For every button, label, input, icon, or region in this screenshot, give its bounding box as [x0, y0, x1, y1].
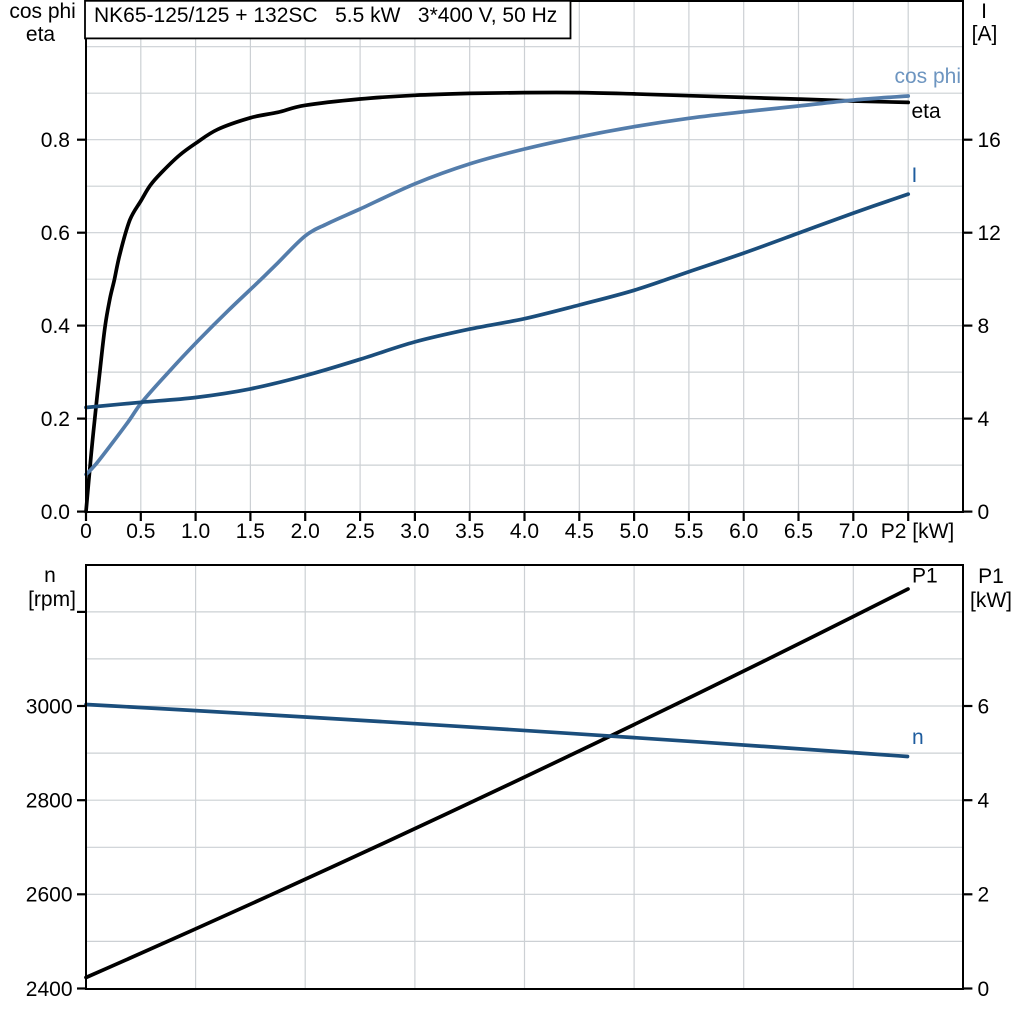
svg-text:0.6: 0.6: [41, 222, 70, 245]
svg-text:2600: 2600: [26, 884, 73, 907]
svg-text:2.0: 2.0: [291, 520, 320, 543]
svg-text:I: I: [981, 0, 987, 23]
svg-text:NK65-125/125 + 132SC 5.5 kW: NK65-125/125 + 132SC 5.5 kW 3*400 V, 50 …: [94, 4, 557, 27]
svg-text:3.0: 3.0: [400, 520, 429, 543]
svg-text:0.8: 0.8: [41, 129, 70, 152]
svg-text:0: 0: [978, 501, 990, 524]
svg-text:4: 4: [978, 408, 990, 431]
svg-text:P1: P1: [912, 565, 938, 588]
svg-text:3000: 3000: [26, 695, 73, 718]
svg-text:1.5: 1.5: [236, 520, 265, 543]
svg-text:n: n: [912, 726, 924, 749]
svg-text:12: 12: [978, 222, 1001, 245]
svg-text:1.0: 1.0: [181, 520, 210, 543]
svg-text:6.0: 6.0: [729, 520, 758, 543]
svg-text:4.0: 4.0: [510, 520, 539, 543]
svg-text:2400: 2400: [26, 978, 73, 1001]
svg-text:P2 [kW]: P2 [kW]: [881, 520, 955, 543]
svg-text:n: n: [44, 564, 56, 587]
svg-text:3.5: 3.5: [455, 520, 484, 543]
svg-text:7.0: 7.0: [839, 520, 868, 543]
svg-text:5.5: 5.5: [674, 520, 703, 543]
svg-text:0.4: 0.4: [41, 315, 71, 338]
svg-text:8: 8: [978, 315, 990, 338]
svg-text:[rpm]: [rpm]: [28, 588, 76, 611]
svg-text:P1: P1: [978, 565, 1004, 588]
svg-text:6: 6: [978, 695, 990, 718]
svg-text:cos phi: cos phi: [9, 0, 76, 23]
svg-text:0.2: 0.2: [41, 408, 70, 431]
svg-text:16: 16: [978, 129, 1001, 152]
svg-text:5.0: 5.0: [619, 520, 648, 543]
svg-text:4: 4: [978, 790, 990, 813]
svg-text:0: 0: [978, 978, 990, 1001]
svg-text:eta: eta: [912, 100, 942, 123]
svg-text:I: I: [912, 164, 918, 187]
svg-text:cos phi: cos phi: [894, 65, 961, 88]
svg-text:0: 0: [80, 520, 92, 543]
svg-text:0.0: 0.0: [41, 501, 70, 524]
svg-text:4.5: 4.5: [565, 520, 594, 543]
svg-text:[A]: [A]: [972, 23, 998, 46]
svg-text:6.5: 6.5: [784, 520, 813, 543]
svg-text:2800: 2800: [26, 790, 73, 813]
svg-text:0.5: 0.5: [126, 520, 155, 543]
svg-text:2: 2: [978, 884, 990, 907]
svg-text:2.5: 2.5: [345, 520, 374, 543]
svg-text:eta: eta: [26, 23, 56, 46]
svg-text:[kW]: [kW]: [970, 589, 1012, 612]
